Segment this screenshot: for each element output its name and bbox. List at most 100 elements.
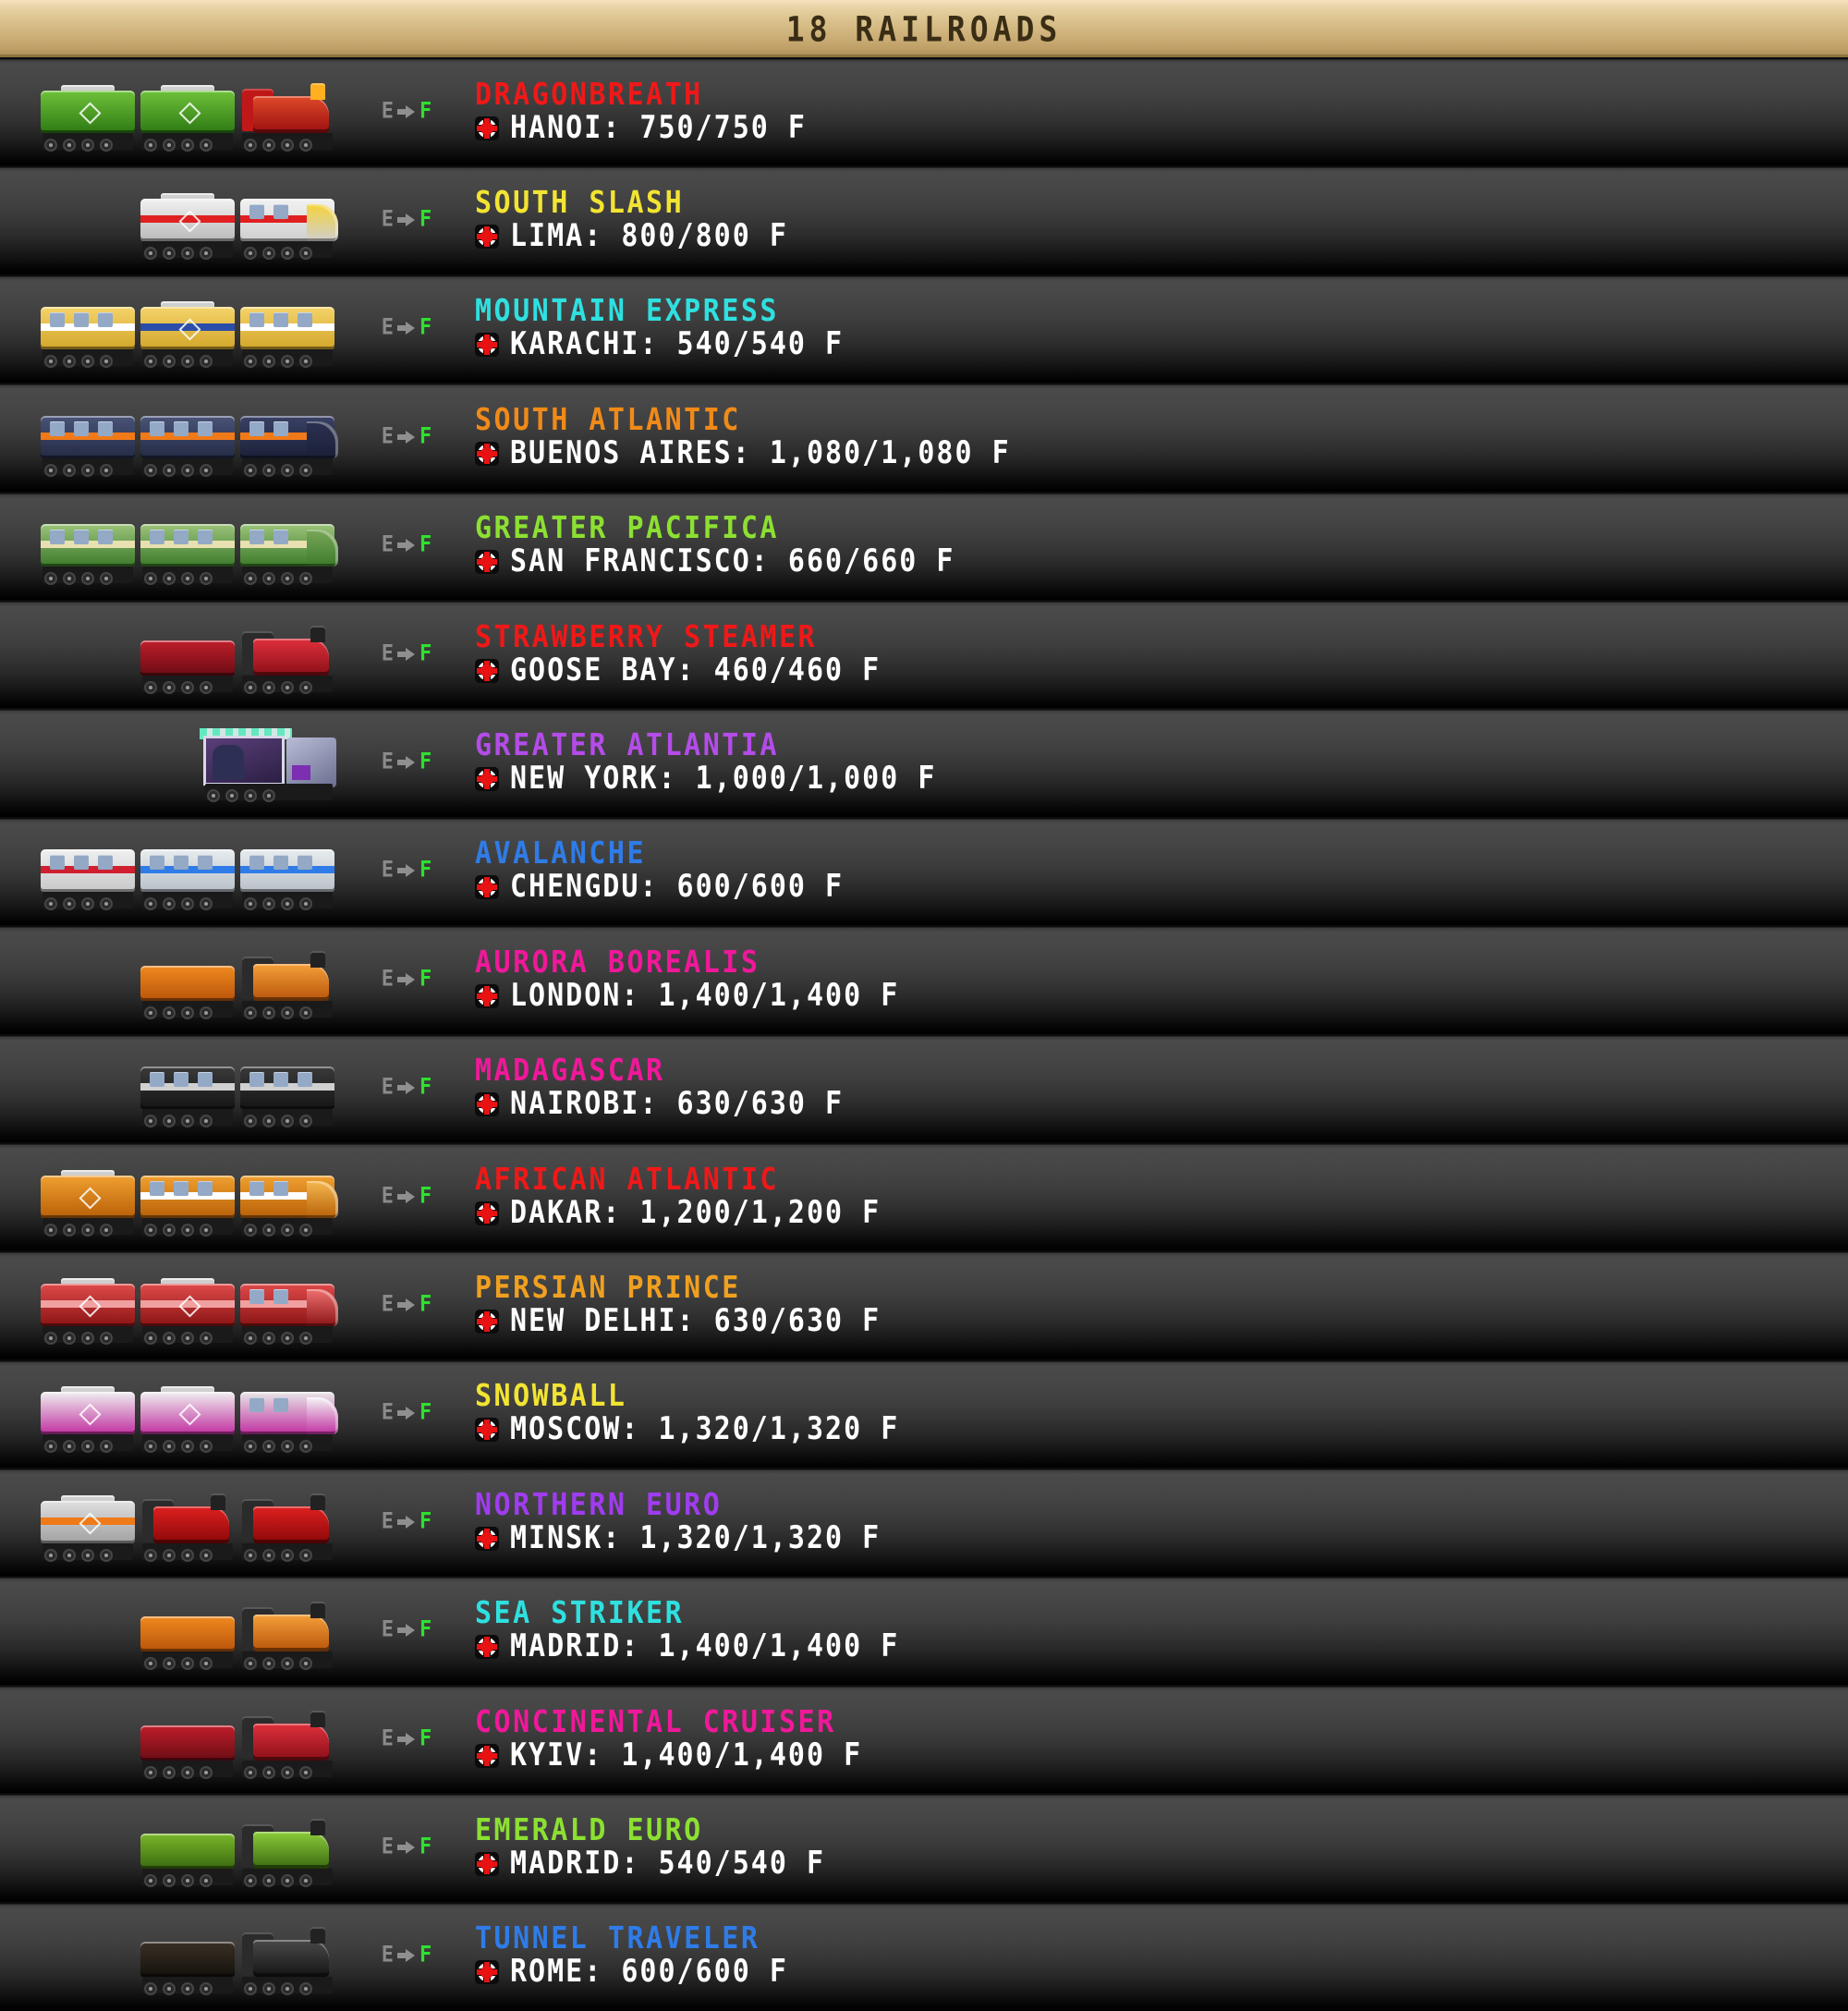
station-marker-icon: [475, 441, 499, 466]
train-sprite: [0, 1250, 351, 1359]
fuel-full-label: F: [419, 1400, 432, 1426]
railroad-name: NORTHERN EURO: [475, 1486, 723, 1523]
railroad-row[interactable]: E F NORTHERN EURO MINSK: 1,320/1,320 F: [0, 1468, 1848, 1577]
train-sprite: [0, 817, 351, 925]
train-sprite: [0, 166, 351, 274]
railroad-row[interactable]: E F TUNNEL TRAVELER ROME: 600/600 F: [0, 1901, 1848, 2011]
panel-header: 18 RAILROADS: [0, 0, 1848, 57]
railroad-row[interactable]: E F EMERALD EURO MADRID: 540/540 F: [0, 1793, 1848, 1902]
train-car: [137, 1271, 238, 1345]
railroad-name: AURORA BOREALIS: [475, 945, 760, 981]
fuel-empty-label: E: [381, 1074, 394, 1101]
station-marker-icon: [475, 550, 499, 575]
railroad-station-line: HANOI: 750/750 F: [475, 112, 1848, 143]
train-sprite: [0, 492, 351, 600]
station-marker-icon: [475, 1743, 499, 1768]
station-marker-icon: [475, 875, 499, 900]
railroad-info: SEA STRIKER MADRID: 1,400/1,400 F: [462, 1577, 1848, 1685]
railroad-station-line: KARACHI: 540/540 F: [475, 329, 1848, 360]
station-marker-icon: [475, 1418, 499, 1443]
railroad-info: AURORA BOREALIS LONDON: 1,400/1,400 F: [462, 925, 1848, 1033]
fuel-empty-label: E: [381, 531, 394, 558]
train-car: [137, 836, 238, 911]
train-locomotive: [237, 511, 338, 586]
railroad-station-line: CHENGDU: 600/600 F: [475, 871, 1848, 903]
fuel-empty-label: E: [381, 1834, 394, 1860]
fuel-full-label: F: [419, 1725, 432, 1751]
train-car: [137, 1813, 238, 1887]
railroad-station-line: MINSK: 1,320/1,320 F: [475, 1522, 1848, 1554]
railroad-name: EMERALD EURO: [475, 1812, 703, 1848]
railroad-row[interactable]: E F MADAGASCAR NAIROBI: 630/630 F: [0, 1033, 1848, 1142]
railroad-row[interactable]: E F SOUTH SLASH LIMA: 800/800 F: [0, 165, 1848, 274]
train-car: [137, 1921, 238, 1996]
arrow-right-icon: [397, 647, 416, 661]
railroad-station-line: NEW YORK: 1,000/1,000 F: [475, 763, 1848, 794]
railroad-row[interactable]: E F AURORA BOREALIS LONDON: 1,400/1,400 F: [0, 925, 1848, 1034]
train-sprite: [0, 1793, 351, 1901]
railroad-row[interactable]: E F GREATER ATLANTIA NEW YORK: 1,000/1,000 …: [0, 708, 1848, 817]
railroad-row[interactable]: E F AVALANCHE CHENGDU: 600/600 F: [0, 816, 1848, 926]
fuel-full-label: F: [419, 1183, 432, 1209]
railroad-station-line: BUENOS AIRES: 1,080/1,080 F: [475, 437, 1848, 469]
railroad-row[interactable]: E F STRAWBERRY STEAMER GOOSE BAY: 460/460 F: [0, 599, 1848, 709]
arrow-right-icon: [397, 430, 416, 444]
train-car: [137, 294, 238, 369]
railroad-row[interactable]: E F GREATER PACIFICA SAN FRANCISCO: 660/660…: [0, 491, 1848, 600]
railroad-info: EMERALD EURO MADRID: 540/540 F: [462, 1793, 1848, 1901]
railroad-row[interactable]: E F MOUNTAIN EXPRESS KARACHI: 540/540 F: [0, 274, 1848, 384]
railroad-row[interactable]: E F DRAGONBREATH HANOI: 750/750 F: [0, 57, 1848, 166]
railroad-station-line: DAKAR: 1,200/1,200 F: [475, 1194, 1848, 1231]
fuel-empty-label: E: [381, 206, 394, 233]
arrow-right-icon: [397, 104, 416, 118]
train-car: [137, 1163, 238, 1237]
railroad-station-line: MOSCOW: 1,320/1,320 F: [475, 1414, 1848, 1445]
station-marker-icon: [475, 1201, 499, 1225]
railroad-info: PERSIAN PRINCE NEW DELHI: 630/630 F: [462, 1250, 1848, 1359]
train-car: [237, 294, 338, 369]
railroad-row[interactable]: E F SEA STRIKER MADRID: 1,400/1,400 F: [0, 1576, 1848, 1685]
station-marker-icon: [475, 116, 499, 140]
railroad-row[interactable]: E F SNOWBALL MOSCOW: 1,320/1,320 F: [0, 1359, 1848, 1469]
arrow-right-icon: [397, 972, 416, 986]
railroad-info: SNOWBALL MOSCOW: 1,320/1,320 F: [462, 1359, 1848, 1468]
fuel-full-label: F: [419, 1074, 432, 1101]
train-sprite: [0, 1468, 351, 1576]
railroad-row[interactable]: E F AFRICAN ATLANTIC DAKAR: 1,200/1,200 F: [0, 1141, 1848, 1251]
train-car: [37, 403, 139, 477]
railroad-row[interactable]: E F SOUTH ATLANTIC BUENOS AIRES: 1,080/1,08…: [0, 383, 1848, 492]
railroad-station-fuel: LONDON: 1,400/1,400 F: [510, 977, 900, 1014]
fuel-empty-label: E: [381, 1400, 394, 1426]
railroad-info: CONCINENTAL CRUISER KYIV: 1,400/1,400 F: [462, 1685, 1848, 1793]
arrow-right-icon: [397, 1081, 416, 1095]
train-sprite: [0, 925, 351, 1033]
fuel-full-label: F: [419, 315, 432, 341]
station-marker-icon: [475, 983, 499, 1008]
railroad-station-fuel: DAKAR: 1,200/1,200 F: [510, 1194, 881, 1231]
arrow-right-icon: [397, 539, 416, 553]
fuel-empty-label: E: [381, 640, 394, 666]
railroad-station-fuel: SAN FRANCISCO: 660/660 F: [510, 543, 955, 580]
station-marker-icon: [475, 1960, 499, 1985]
railroad-row[interactable]: E F CONCINENTAL CRUISER KYIV: 1,400/1,400 F: [0, 1684, 1848, 1794]
railroad-row[interactable]: E F PERSIAN PRINCE NEW DELHI: 630/630 F: [0, 1250, 1848, 1359]
fuel-full-label: F: [419, 423, 432, 450]
